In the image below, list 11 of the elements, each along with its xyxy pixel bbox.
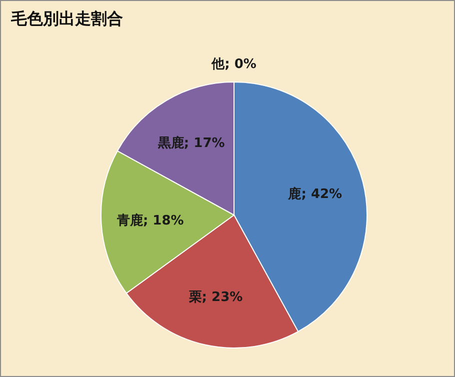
slice-label: 黒鹿 (156, 134, 184, 150)
chart-title: 毛色別出走割合 (11, 9, 123, 30)
slice-label: 青鹿 (116, 212, 143, 228)
data-label: ; 23% (202, 289, 243, 304)
data-label: ; 17% (184, 135, 225, 150)
text: ; 0% (224, 56, 256, 72)
data-label: ; 18% (142, 212, 184, 228)
slice-label: 栗 (188, 289, 202, 304)
slice-label: 鹿 (287, 186, 302, 202)
data-label: ; 42% (301, 186, 342, 202)
category-label: 他 (212, 56, 225, 72)
